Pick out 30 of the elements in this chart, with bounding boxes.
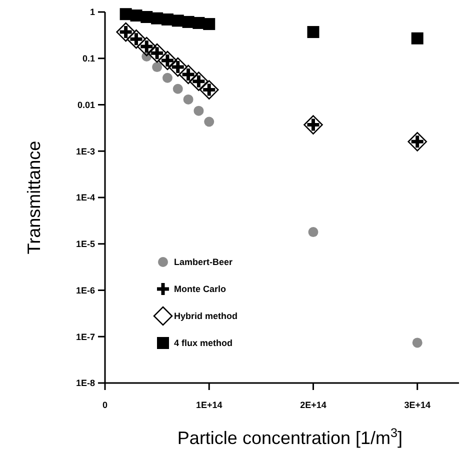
point	[307, 26, 320, 38]
legend-label: Lambert-Beer	[174, 257, 234, 268]
y-tick-label: 1E-6	[76, 285, 95, 296]
x-tick-label: 1E+14	[196, 400, 222, 410]
legend-label: 4 flux method	[174, 338, 233, 348]
y-tick-label: 1E-4	[76, 192, 95, 203]
y-tick-label: 1E-7	[76, 332, 95, 342]
legend-label: Hybrid method	[174, 311, 238, 322]
point	[152, 62, 162, 72]
y-tick-label: 1E-3	[76, 146, 95, 156]
point	[308, 227, 318, 238]
point	[204, 116, 214, 127]
x-tick-label: 3E+14	[404, 400, 430, 410]
point	[172, 84, 183, 94]
point	[412, 338, 422, 348]
x-tick-label: 2E+14	[300, 400, 326, 410]
point	[203, 18, 216, 30]
y-tick-label: 1E-5	[76, 239, 95, 250]
point	[194, 106, 204, 116]
x-tick-label: 0	[102, 400, 108, 410]
x-axis-title: Particle concentration [1/m$^{3}$]	[177, 426, 403, 448]
y-tick-label: 1E-8	[76, 378, 95, 388]
y-tick-label: 1	[90, 7, 95, 18]
y-axis-title: Transmittance	[24, 140, 44, 254]
point	[162, 72, 172, 83]
legend-label: Monte Carlo	[174, 284, 227, 294]
y-tick-label: 0.1	[82, 54, 95, 64]
point	[183, 94, 194, 104]
y-tick-label: 0.01	[77, 100, 95, 110]
point	[411, 32, 424, 44]
